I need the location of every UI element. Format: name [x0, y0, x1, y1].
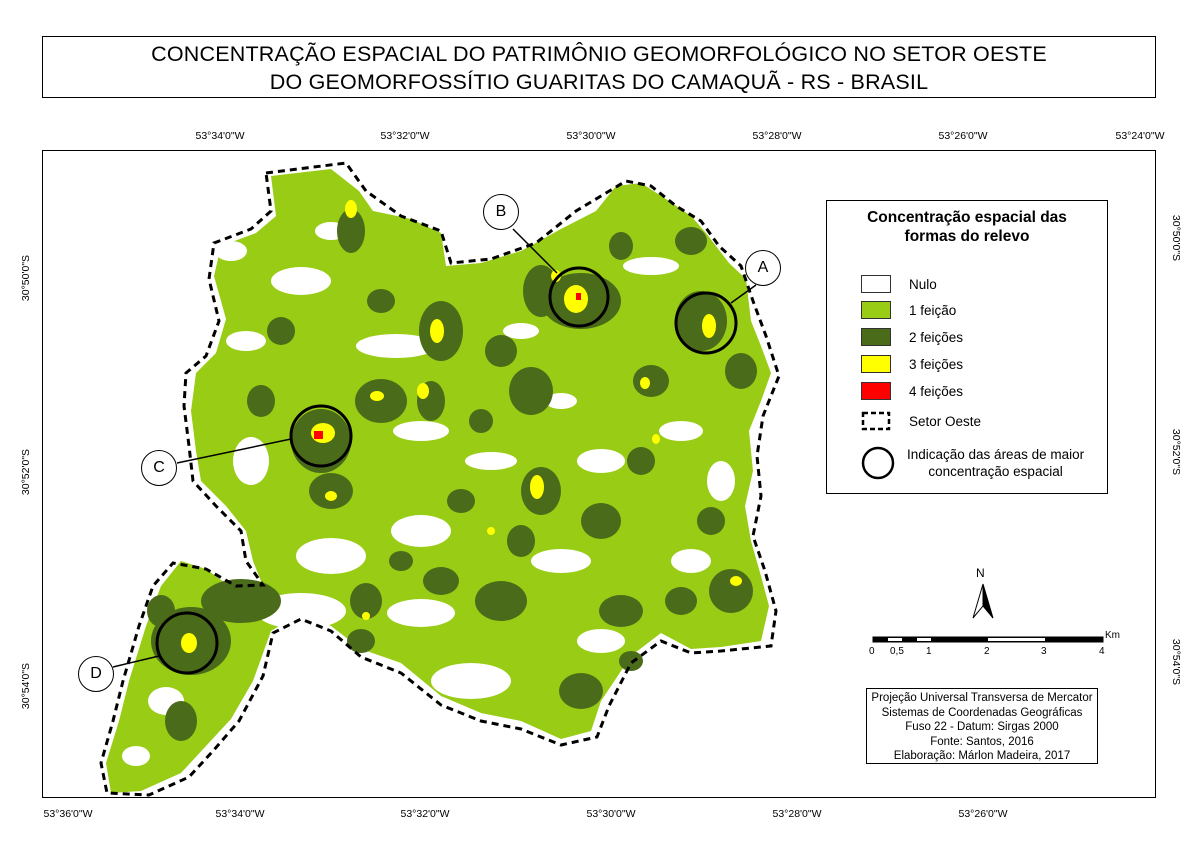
coord-bottom-6: 53°26'0"W: [958, 808, 1008, 820]
legend-label-2: 2 feições: [909, 329, 964, 345]
callout-a: A: [745, 250, 781, 286]
north-label: N: [976, 566, 985, 580]
legend-swatch-1: [861, 301, 891, 319]
credits-line-4: Fonte: Santos, 2016: [930, 735, 1034, 748]
legend-item-2: 2 feições: [861, 326, 963, 348]
coord-bottom-3: 53°32'0"W: [400, 808, 450, 820]
coord-right-2: 30°52'0"S: [1170, 428, 1182, 476]
coord-bottom-2: 53°34'0"W: [215, 808, 265, 820]
map-canvas: [99, 161, 1104, 797]
coord-left-2: 30°52'0"S: [20, 448, 32, 496]
coord-bottom-1: 53°36'0"W: [43, 808, 93, 820]
legend-swatch-2: [861, 328, 891, 346]
legend-dashed-box-icon: [861, 411, 891, 431]
legend-title-line-2: formas do relevo: [904, 228, 1030, 245]
legend-item-setor: Setor Oeste: [861, 410, 981, 432]
callout-d: D: [78, 656, 114, 692]
callout-c: C: [141, 450, 177, 486]
scale-label-4: 4: [1099, 646, 1105, 657]
highlight-circles: [155, 266, 738, 675]
coord-bottom-5: 53°28'0"W: [772, 808, 822, 820]
highlight-circle-c: [289, 404, 353, 468]
credits-line-1: Projeção Universal Transversa de Mercato…: [871, 692, 1093, 704]
highlight-circle-d: [155, 611, 219, 675]
map-title-box: CONCENTRAÇÃO ESPACIAL DO PATRIMÔNIO GEOM…: [42, 36, 1156, 98]
legend-item-4: 4 feições: [861, 380, 963, 402]
legend-swatch-nulo: [861, 275, 891, 293]
terrain-four-features: [314, 293, 581, 439]
legend-label-circle: Indicação das áreas de maior concentraçã…: [907, 446, 1084, 480]
coord-right-1: 30°50'0"S: [1170, 214, 1182, 262]
highlight-circle-a: [674, 291, 738, 355]
legend-swatch-4: [861, 382, 891, 400]
map-title-line-2: DO GEOMORFOSSÍTIO GUARITAS DO CAMAQUÃ - …: [269, 70, 929, 94]
terrain-three-features: [181, 200, 742, 653]
legend-item-nulo: Nulo: [861, 273, 937, 295]
legend-label-setor: Setor Oeste: [909, 413, 982, 429]
setor-oeste-boundary: [99, 161, 781, 797]
coord-bottom-4: 53°30'0"W: [586, 808, 636, 820]
map-title-line-1: CONCENTRAÇÃO ESPACIAL DO PATRIMÔNIO GEOM…: [151, 42, 1047, 66]
scale-label-3: 3: [1041, 646, 1047, 657]
scale-label-1: 1: [926, 646, 932, 657]
coord-top-6: 53°24'0"W: [1115, 130, 1165, 142]
coord-top-4: 53°28'0"W: [752, 130, 802, 142]
legend-label-1: 1 feição: [909, 302, 957, 318]
legend-label-3: 3 feições: [909, 356, 964, 372]
north-arrow-icon: [972, 583, 994, 619]
legend-item-3: 3 feições: [861, 353, 963, 375]
legend-label-circle-line-1: Indicação das áreas de maior: [907, 447, 1085, 462]
scale-label-05: 0,5: [890, 646, 904, 657]
legend-circle-icon: [861, 446, 895, 480]
callout-leader-lines: [112, 228, 757, 668]
coord-left-3: 30°54'0"S: [20, 662, 32, 710]
highlight-circle-b: [548, 266, 610, 328]
legend-title: Concentração espacial das formas do rele…: [827, 208, 1107, 246]
scale-label-0: 0: [869, 646, 875, 657]
scale-unit: Km: [1105, 630, 1120, 641]
terrain-two-features: [147, 209, 757, 741]
legend-item-circle: Indicação das áreas de maior concentraçã…: [861, 445, 1084, 481]
legend-label-nulo: Nulo: [909, 276, 937, 292]
legend-title-line-1: Concentração espacial das: [867, 209, 1067, 226]
coord-top-2: 53°32'0"W: [380, 130, 430, 142]
coord-top-1: 53°34'0"W: [195, 130, 245, 142]
legend-label-circle-line-2: concentração espacial: [928, 464, 1063, 479]
credits-line-2: Sistemas de Coordenadas Geográficas: [881, 706, 1083, 719]
coord-right-3: 30°54'0"S: [1170, 638, 1182, 686]
scale-bar: [872, 636, 1104, 643]
credits-box: Projeção Universal Transversa de Mercato…: [866, 688, 1098, 764]
legend-swatch-3: [861, 355, 891, 373]
coord-top-5: 53°26'0"W: [938, 130, 988, 142]
credits-line-5: Elaboração: Márlon Madeira, 2017: [893, 750, 1071, 762]
legend-box: Concentração espacial das formas do rele…: [826, 200, 1108, 494]
credits-line-3: Fuso 22 - Datum: Sirgas 2000: [905, 721, 1059, 733]
callout-b: B: [483, 194, 519, 230]
scale-label-2: 2: [984, 646, 990, 657]
legend-label-4: 4 feições: [909, 383, 964, 399]
legend-item-1: 1 feição: [861, 299, 956, 321]
coord-top-3: 53°30'0"W: [566, 130, 616, 142]
coord-left-1: 30°50'0"S: [20, 254, 32, 302]
